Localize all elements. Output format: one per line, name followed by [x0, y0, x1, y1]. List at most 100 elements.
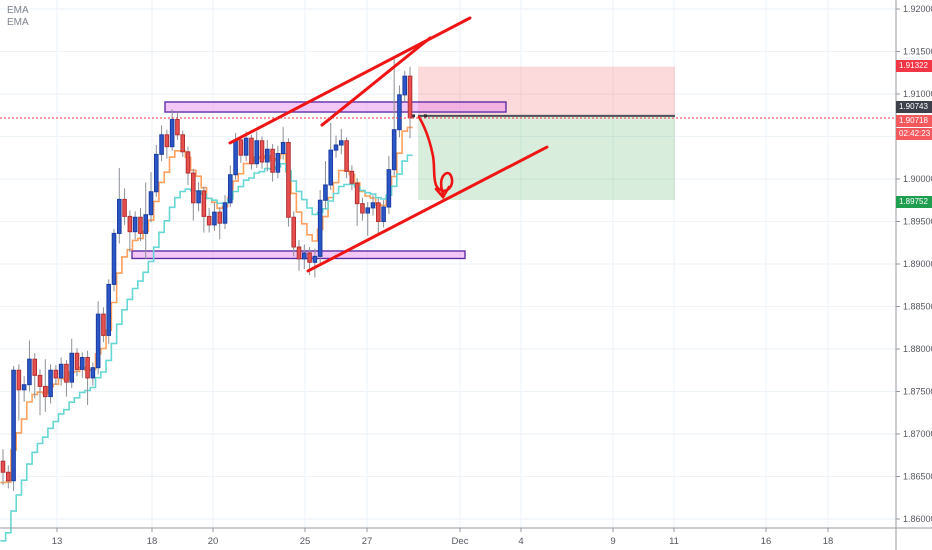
- candle-up: [196, 190, 201, 204]
- candle-up: [159, 134, 164, 155]
- candle-down: [127, 215, 133, 233]
- time-tick-label[interactable]: 18: [823, 536, 834, 547]
- candle-up: [11, 369, 16, 482]
- candle-down: [249, 137, 254, 165]
- candle-up: [280, 141, 286, 154]
- gridlines: [0, 0, 896, 528]
- candle-up: [48, 369, 53, 398]
- price-tick-label[interactable]: 1.91000: [903, 89, 932, 99]
- candle-down: [270, 148, 275, 173]
- price-tick-label[interactable]: 1.88000: [903, 344, 932, 354]
- time-tick-label[interactable]: Dec: [452, 536, 469, 547]
- candle-down: [217, 211, 223, 224]
- ema-fast-line[interactable]: [0, 126, 413, 484]
- trendline-lower[interactable]: [306, 145, 549, 273]
- candle-down: [201, 190, 207, 217]
- trendline-drawings: [0, 16, 896, 273]
- time-tick-label[interactable]: 9: [610, 536, 615, 547]
- price-tick-label[interactable]: 1.86500: [903, 472, 932, 482]
- price-tick-label[interactable]: 1.92000: [903, 4, 932, 14]
- indicator-legend[interactable]: EMA EMA: [7, 5, 29, 29]
- candle-up: [402, 75, 408, 96]
- time-tick-label[interactable]: 27: [362, 536, 373, 547]
- candle-down: [180, 134, 186, 153]
- price-tick-label[interactable]: 1.86000: [903, 514, 932, 524]
- price-tick-label[interactable]: 1.89000: [903, 259, 932, 269]
- candle-up: [312, 255, 318, 263]
- candle-down: [238, 139, 244, 156]
- candle-up: [132, 216, 138, 233]
- price-tick-label[interactable]: 1.87000: [903, 429, 932, 439]
- candle-down: [42, 385, 48, 398]
- candle-up: [275, 153, 281, 173]
- candle-down: [74, 352, 80, 370]
- candle-up: [148, 191, 154, 216]
- candle-down: [138, 216, 143, 234]
- ema-lines: [0, 126, 413, 542]
- candle-up: [111, 232, 117, 285]
- candle-up: [21, 384, 27, 391]
- candle-up: [397, 94, 402, 131]
- candle-up: [254, 140, 260, 165]
- stop-loss-zone[interactable]: [418, 66, 675, 116]
- time-tick-label[interactable]: 25: [300, 536, 311, 547]
- position-handle-dot[interactable]: [412, 114, 415, 118]
- time-tick-label[interactable]: 4: [518, 536, 523, 547]
- candle-down: [206, 215, 212, 226]
- time-tick-label[interactable]: 18: [147, 536, 158, 547]
- candle-up: [328, 149, 334, 186]
- candle-down: [354, 182, 360, 205]
- candle-down: [5, 471, 11, 482]
- stop-price-badge: 1.91322: [896, 60, 932, 72]
- candle-down: [286, 141, 291, 218]
- candle-up: [222, 202, 228, 224]
- price-tick-label[interactable]: 1.88500: [903, 302, 932, 312]
- price-tick-label[interactable]: 1.90000: [903, 174, 932, 184]
- candle-down: [291, 216, 297, 248]
- candle-down: [175, 119, 180, 136]
- drawn-arrow[interactable]: [417, 115, 454, 198]
- candle-up: [391, 129, 397, 171]
- target-price-badge: 1.89752: [896, 196, 932, 208]
- ema-label-2[interactable]: EMA: [7, 17, 29, 28]
- candle-down: [349, 170, 355, 184]
- take-profit-zone[interactable]: [418, 115, 675, 201]
- candle-down: [122, 198, 127, 217]
- candle-up: [333, 144, 339, 151]
- drawn-arrow-head[interactable]: [434, 185, 451, 200]
- candle-down: [16, 369, 22, 391]
- time-tick-label[interactable]: 11: [669, 536, 679, 547]
- supply-zone-rect[interactable]: [164, 101, 507, 113]
- candle-down: [85, 357, 90, 379]
- last-price-badge: 1.90718: [896, 115, 932, 127]
- price-tick-label[interactable]: 1.91500: [903, 47, 932, 57]
- time-tick-label[interactable]: 13: [52, 536, 63, 547]
- candle-down: [37, 374, 43, 387]
- candle-up: [323, 184, 328, 201]
- entry-price-badge: 1.90743: [896, 101, 932, 113]
- candle-up: [153, 153, 159, 193]
- price-tick-label[interactable]: 1.87500: [903, 387, 932, 397]
- position-handle-dot[interactable]: [424, 114, 427, 118]
- trendline-inner[interactable]: [320, 36, 432, 127]
- price-tick-label[interactable]: 1.89500: [903, 217, 932, 227]
- candle-up: [302, 252, 307, 260]
- candle-down: [296, 246, 302, 260]
- candle-up: [169, 119, 175, 148]
- candle-down: [164, 134, 170, 148]
- time-tick-label[interactable]: 16: [761, 536, 772, 547]
- candle-down: [64, 363, 69, 383]
- candle-up: [69, 352, 75, 383]
- candle-down: [53, 369, 59, 379]
- ema-slow-line[interactable]: [0, 154, 413, 542]
- candle-down: [101, 313, 106, 336]
- bar-countdown-badge: 02:42:23: [896, 128, 932, 140]
- candle-up: [233, 139, 238, 176]
- time-tick-label[interactable]: 20: [208, 536, 219, 547]
- candlestick-series: [0, 56, 413, 491]
- ema-label-1[interactable]: EMA: [7, 5, 29, 16]
- candle-down: [0, 460, 6, 473]
- candle-down: [259, 140, 265, 163]
